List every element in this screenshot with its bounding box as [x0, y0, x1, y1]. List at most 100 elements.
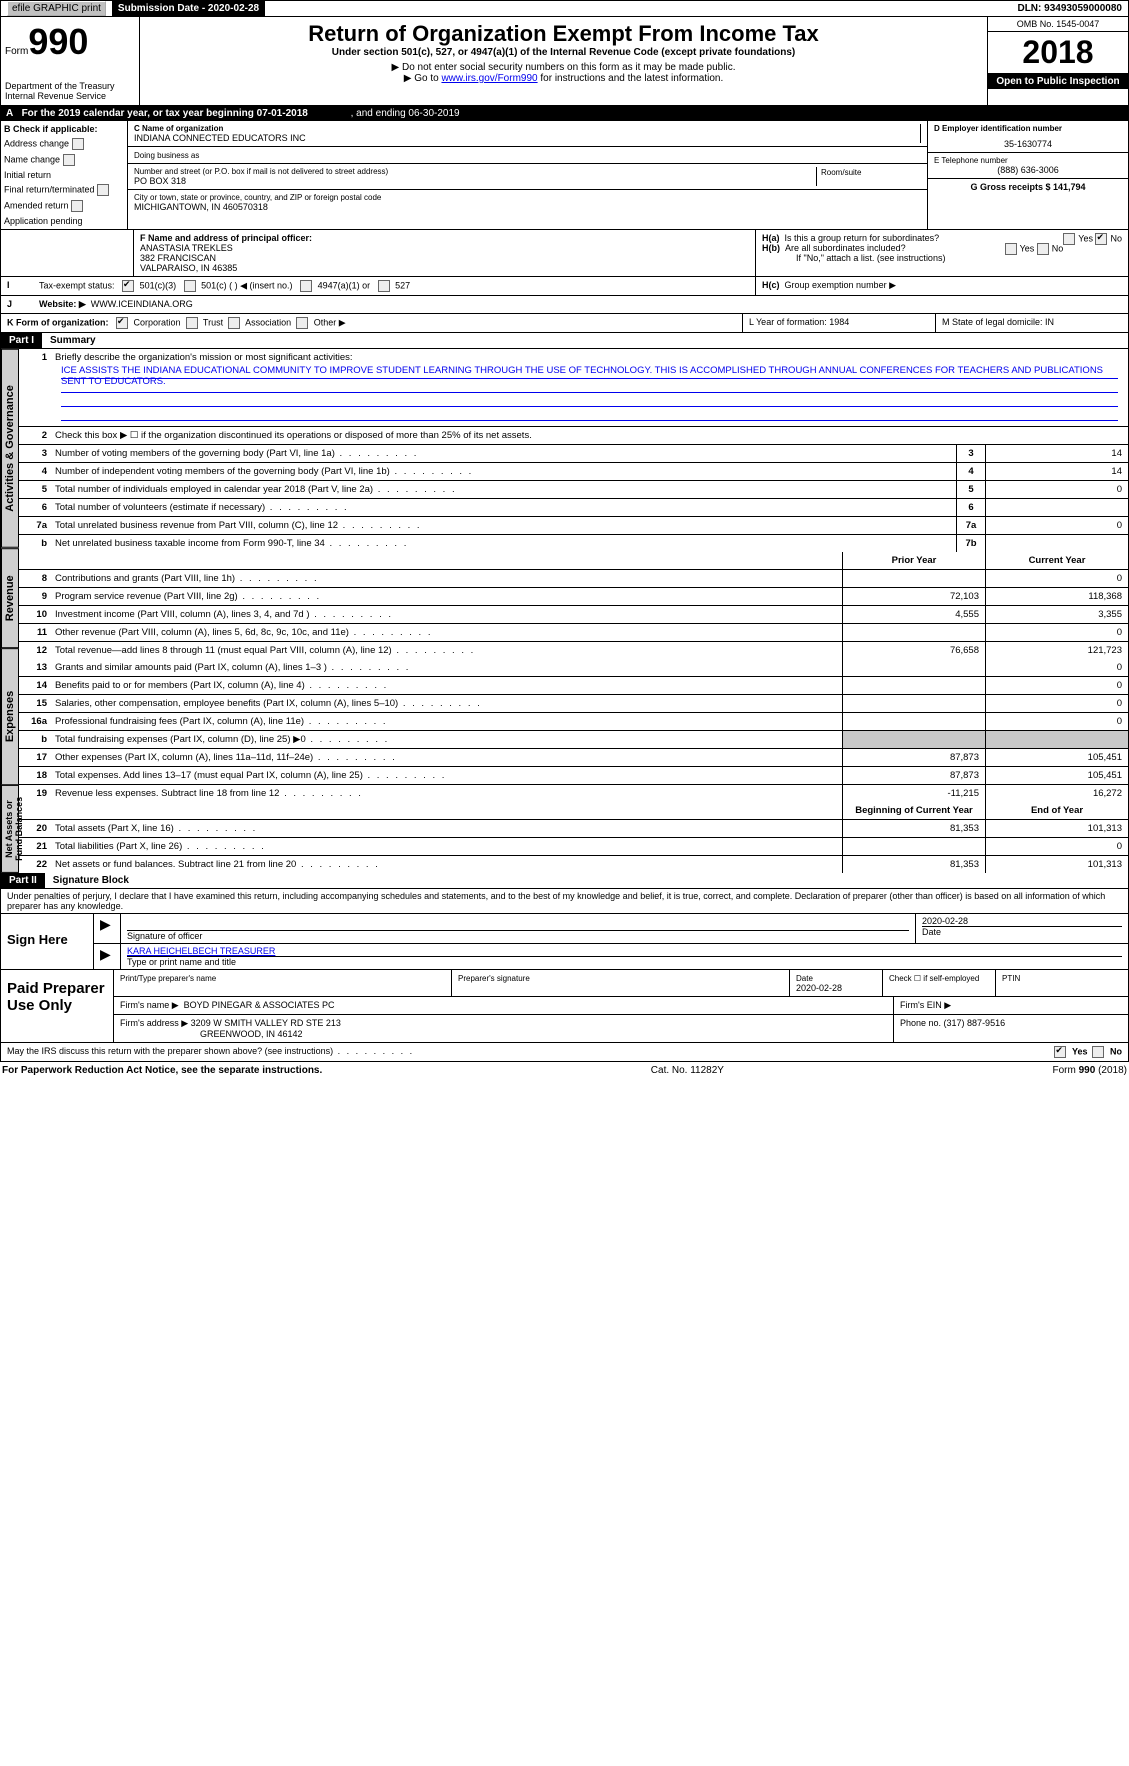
- chk-final[interactable]: [97, 184, 109, 196]
- part1-body: Activities & Governance Revenue Expenses…: [0, 349, 1129, 873]
- gov-line: bNet unrelated business taxable income f…: [19, 535, 1128, 552]
- info-grid: B Check if applicable: Address change Na…: [0, 121, 1129, 230]
- org-city: MICHIGANTOWN, IN 460570318: [134, 202, 381, 212]
- org-street: PO BOX 318: [134, 176, 816, 186]
- row-k: K Form of organization: Corporation Trus…: [0, 314, 1129, 333]
- mission-text: ICE ASSISTS THE INDIANA EDUCATIONAL COMM…: [61, 365, 1118, 379]
- summary-line: 17Other expenses (Part IX, column (A), l…: [19, 749, 1128, 767]
- row-f-h: F Name and address of principal officer:…: [0, 230, 1129, 277]
- part1-header: Part I Summary: [0, 333, 1129, 349]
- form-number: 990: [28, 21, 88, 62]
- netassets-header: Beginning of Current Year End of Year: [19, 802, 1128, 820]
- summary-line: 22Net assets or fund balances. Subtract …: [19, 856, 1128, 873]
- open-public-badge: Open to Public Inspection: [988, 74, 1128, 89]
- officer-typed-name: KARA HEICHELBECH TREASURER: [127, 946, 1122, 956]
- summary-line: 14Benefits paid to or for members (Part …: [19, 677, 1128, 695]
- part2-header: Part II Signature Block: [0, 873, 1129, 889]
- summary-line: 21Total liabilities (Part X, line 26)0: [19, 838, 1128, 856]
- chk-trust[interactable]: [186, 317, 198, 329]
- dept-treasury: Department of the Treasury: [5, 81, 135, 91]
- gov-line: 7aTotal unrelated business revenue from …: [19, 517, 1128, 535]
- state-domicile: M State of legal domicile: IN: [936, 314, 1128, 332]
- chk-discuss-no[interactable]: [1092, 1046, 1104, 1058]
- tab-activities: Activities & Governance: [1, 349, 19, 548]
- arrow-icon: ▶: [100, 916, 111, 932]
- tax-year: 2018: [988, 32, 1128, 74]
- summary-line: 10Investment income (Part VIII, column (…: [19, 606, 1128, 624]
- chk-hb-yes[interactable]: [1005, 243, 1017, 255]
- chk-corp[interactable]: [116, 317, 128, 329]
- row-j: J Website: ▶ WWW.ICEINDIANA.ORG: [0, 296, 1129, 314]
- header-bar: efile GRAPHIC print Submission Date - 20…: [0, 0, 1129, 17]
- summary-line: 19Revenue less expenses. Subtract line 1…: [19, 785, 1128, 802]
- summary-line: 18Total expenses. Add lines 13–17 (must …: [19, 767, 1128, 785]
- chk-address[interactable]: [72, 138, 84, 150]
- form-subtitle: Under section 501(c), 527, or 4947(a)(1)…: [144, 47, 983, 58]
- firm-addr2: GREENWOOD, IN 46142: [200, 1029, 303, 1039]
- tab-revenue: Revenue: [1, 548, 19, 648]
- firm-phone: Phone no. (317) 887-9516: [900, 1018, 1005, 1028]
- signature-block: Sign Here ▶ Signature of officer 2020-02…: [0, 914, 1129, 970]
- irs: Internal Revenue Service: [5, 91, 135, 101]
- form-label: Form: [5, 46, 28, 57]
- submission-date: Submission Date - 2020-02-28: [112, 1, 265, 16]
- chk-name[interactable]: [63, 154, 75, 166]
- chk-ha-no[interactable]: [1095, 233, 1107, 245]
- row-a-tax-year: A For the 2019 calendar year, or tax yea…: [0, 106, 1129, 121]
- gov-line: 4Number of independent voting members of…: [19, 463, 1128, 481]
- summary-line: 9Program service revenue (Part VIII, lin…: [19, 588, 1128, 606]
- firm-addr1: 3209 W SMITH VALLEY RD STE 213: [191, 1018, 341, 1028]
- chk-amended[interactable]: [71, 200, 83, 212]
- phone: (888) 636-3006: [934, 165, 1122, 175]
- summary-line: 8Contributions and grants (Part VIII, li…: [19, 570, 1128, 588]
- col-de: D Employer identification number 35-1630…: [927, 121, 1128, 229]
- prep-date: 2020-02-28: [796, 983, 842, 993]
- note-link: ▶ Go to www.irs.gov/Form990 for instruct…: [144, 73, 983, 84]
- form-title: Return of Organization Exempt From Incom…: [144, 21, 983, 47]
- chk-assoc[interactable]: [228, 317, 240, 329]
- summary-line: 16aProfessional fundraising fees (Part I…: [19, 713, 1128, 731]
- sig-date: 2020-02-28: [922, 916, 1122, 926]
- chk-501c[interactable]: [184, 280, 196, 292]
- summary-line: 12Total revenue—add lines 8 through 11 (…: [19, 642, 1128, 659]
- chk-hb-no[interactable]: [1037, 243, 1049, 255]
- ein: 35-1630774: [934, 139, 1122, 149]
- officer-name: ANASTASIA TREKLES: [140, 243, 749, 253]
- tab-expenses: Expenses: [1, 648, 19, 785]
- chk-discuss-yes[interactable]: [1054, 1046, 1066, 1058]
- org-name: INDIANA CONNECTED EDUCATORS INC: [134, 133, 920, 143]
- website: WWW.ICEINDIANA.ORG: [91, 299, 193, 309]
- chk-501c3[interactable]: [122, 280, 134, 292]
- form-header: Form990 Department of the Treasury Inter…: [0, 17, 1129, 106]
- irs-link[interactable]: www.irs.gov/Form990: [441, 73, 537, 84]
- page-footer: For Paperwork Reduction Act Notice, see …: [0, 1062, 1129, 1079]
- perjury-declaration: Under penalties of perjury, I declare th…: [0, 889, 1129, 914]
- efile-button[interactable]: efile GRAPHIC print: [7, 1, 106, 16]
- gov-line: 5Total number of individuals employed in…: [19, 481, 1128, 499]
- summary-line: 11Other revenue (Part VIII, column (A), …: [19, 624, 1128, 642]
- col-c-org-info: C Name of organization INDIANA CONNECTED…: [128, 121, 927, 229]
- summary-line: 13Grants and similar amounts paid (Part …: [19, 659, 1128, 677]
- paid-preparer-block: Paid Preparer Use Only Print/Type prepar…: [0, 970, 1129, 1043]
- arrow-icon: ▶: [100, 946, 111, 962]
- chk-other[interactable]: [296, 317, 308, 329]
- summary-line: 20Total assets (Part X, line 16)81,35310…: [19, 820, 1128, 838]
- omb-number: OMB No. 1545-0047: [988, 17, 1128, 32]
- gov-line: 3Number of voting members of the governi…: [19, 445, 1128, 463]
- summary-line: bTotal fundraising expenses (Part IX, co…: [19, 731, 1128, 749]
- gov-line: 6Total number of volunteers (estimate if…: [19, 499, 1128, 517]
- year-formation: L Year of formation: 1984: [743, 314, 936, 332]
- chk-4947[interactable]: [300, 280, 312, 292]
- note-ssn: ▶ Do not enter social security numbers o…: [144, 62, 983, 73]
- summary-line: 15Salaries, other compensation, employee…: [19, 695, 1128, 713]
- tab-net-assets: Net Assets or Fund Balances: [1, 785, 19, 873]
- gross-receipts: G Gross receipts $ 141,794: [934, 182, 1122, 192]
- firm-name: BOYD PINEGAR & ASSOCIATES PC: [184, 1000, 335, 1010]
- dln: DLN: 93493059000080: [1011, 1, 1128, 16]
- row-i: I Tax-exempt status: 501(c)(3) 501(c) ( …: [0, 277, 1129, 296]
- revenue-header: Prior Year Current Year: [19, 552, 1128, 570]
- chk-ha-yes[interactable]: [1063, 233, 1075, 245]
- chk-527[interactable]: [378, 280, 390, 292]
- discuss-row: May the IRS discuss this return with the…: [0, 1043, 1129, 1062]
- col-b-checkboxes: B Check if applicable: Address change Na…: [1, 121, 128, 229]
